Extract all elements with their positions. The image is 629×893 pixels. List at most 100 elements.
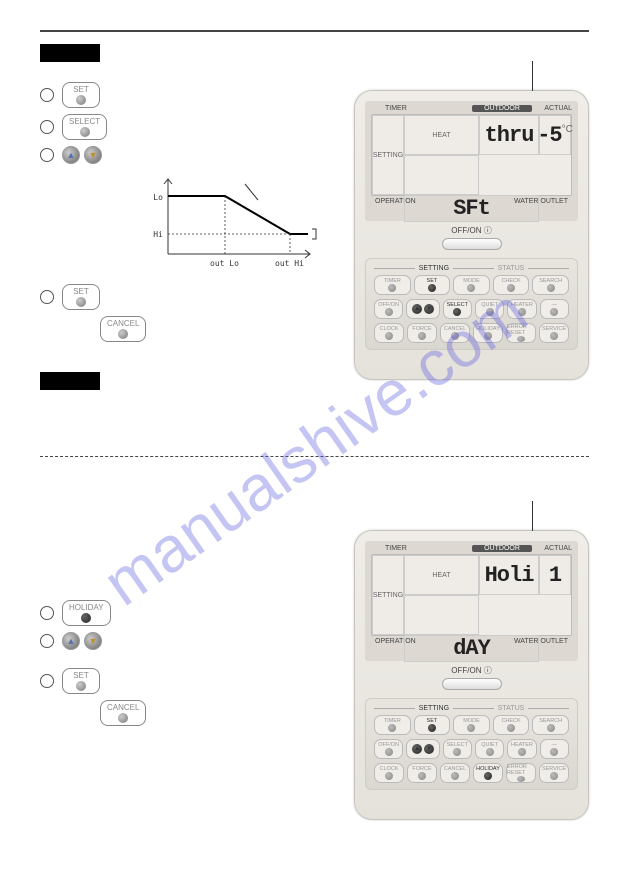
- cancel-button-2[interactable]: CANCEL: [100, 700, 146, 726]
- button-panel: SETTINGSTATUS TIMERSETMODECHECKSEARCHOFF…: [365, 258, 578, 350]
- remote-heater-button[interactable]: HEATER: [507, 739, 536, 759]
- lcd-line1: thru: [479, 115, 539, 155]
- lcd-frame: TIMER OUTDOOR ACTUAL HEAT thru -5°C SETT…: [365, 101, 578, 221]
- remote-service-button[interactable]: SERVICE: [539, 323, 569, 343]
- remote--button[interactable]: —: [540, 299, 569, 319]
- offon-button[interactable]: [442, 678, 502, 690]
- remote-errorreset-button[interactable]: ERROR RESET: [506, 763, 536, 783]
- divider-dashed: [40, 456, 589, 457]
- remote-controller-bottom: TIMER OUTDOOR ACTUAL HEAT Holi 1 SETTING…: [354, 530, 589, 820]
- panel-left-label: SETTING: [415, 705, 453, 712]
- button-dot: [81, 613, 91, 623]
- button-row: TIMERSETMODECHECKSEARCH: [374, 275, 569, 295]
- left-column-1: SET SELECT: [40, 82, 340, 342]
- step-circle: [40, 148, 54, 162]
- remote-search-button[interactable]: SEARCH: [532, 715, 569, 735]
- step-1: SET: [40, 82, 340, 108]
- up-arrow-button[interactable]: [62, 146, 80, 164]
- graph-svg: H2O Lo H2O Hi out Lo out Hi: [150, 174, 320, 274]
- remote-timer-button[interactable]: TIMER: [374, 715, 411, 735]
- set-label: SET: [73, 287, 89, 296]
- lcd-line2: SFt: [404, 195, 539, 222]
- label-timer: TIMER: [385, 545, 472, 552]
- cancel-button[interactable]: CANCEL: [100, 316, 146, 342]
- remote-offon-button[interactable]: OFF/ON: [374, 299, 403, 319]
- button-dot: [118, 329, 128, 339]
- remote-arrow-button[interactable]: ▲▼: [406, 299, 439, 319]
- up-arrow-button[interactable]: [62, 632, 80, 650]
- label-timer: TIMER: [385, 105, 472, 112]
- remote-check-button[interactable]: CHECK: [493, 715, 530, 735]
- button-dot: [76, 681, 86, 691]
- lcd-setting-label: SETTING: [372, 115, 404, 195]
- button-dot: [80, 127, 90, 137]
- step-circle: [40, 674, 54, 688]
- remote-quiet-button[interactable]: QUIET: [475, 299, 504, 319]
- remote-select-button[interactable]: SELECT: [443, 739, 472, 759]
- arrow-pair: [62, 146, 102, 164]
- remote--button[interactable]: —: [540, 739, 569, 759]
- remote-offon-button[interactable]: OFF/ON: [374, 739, 403, 759]
- offon-label: OFF/ON: [451, 666, 481, 675]
- graph-y-hi: H2O Hi: [150, 230, 163, 239]
- set-button-3[interactable]: SET: [62, 668, 100, 694]
- holiday-button[interactable]: HOLIDAY: [62, 600, 111, 626]
- lcd-empty: [404, 155, 479, 195]
- step-circle: [40, 120, 54, 134]
- remote-holiday-button[interactable]: HOLIDAY: [473, 323, 503, 343]
- remote-select-button[interactable]: SELECT: [443, 299, 472, 319]
- set-label: SET: [73, 671, 89, 680]
- step-3: [40, 146, 340, 164]
- down-arrow-button[interactable]: [84, 146, 102, 164]
- top-rule: [40, 30, 589, 32]
- lcd-heat-label: HEAT: [404, 555, 479, 595]
- section-bar-2: [40, 372, 100, 390]
- remote-errorreset-button[interactable]: ERROR RESET: [506, 323, 536, 343]
- select-button[interactable]: SELECT: [62, 114, 107, 140]
- remote-set-button[interactable]: SET: [414, 715, 451, 735]
- remote-force-button[interactable]: FORCE: [407, 323, 437, 343]
- cancel-label: CANCEL: [107, 703, 139, 712]
- remote-holiday-button[interactable]: HOLIDAY: [473, 763, 503, 783]
- graph-y-lo: H2O Lo: [150, 193, 163, 202]
- button-row: TIMERSETMODECHECKSEARCH: [374, 715, 569, 735]
- button-row: OFF/ON▲▼SELECTQUIETHEATER—: [374, 299, 569, 319]
- remote-cancel-button[interactable]: CANCEL: [440, 323, 470, 343]
- step-b1: HOLIDAY: [40, 600, 340, 626]
- button-dot: [118, 713, 128, 723]
- panel-left-label: SETTING: [415, 265, 453, 272]
- cancel-row-1: CANCEL: [100, 316, 340, 342]
- remote-clock-button[interactable]: CLOCK: [374, 323, 404, 343]
- remote-check-button[interactable]: CHECK: [493, 275, 530, 295]
- lcd-outdoor-value: -5°C: [539, 115, 571, 155]
- section-bar-1: [40, 44, 100, 62]
- remote-timer-button[interactable]: TIMER: [374, 275, 411, 295]
- remote-service-button[interactable]: SERVICE: [539, 763, 569, 783]
- step-b2: [40, 632, 340, 650]
- remote-cancel-button[interactable]: CANCEL: [440, 763, 470, 783]
- remote-set-button[interactable]: SET: [414, 275, 451, 295]
- remote-clock-button[interactable]: CLOCK: [374, 763, 404, 783]
- offon-button[interactable]: [442, 238, 502, 250]
- down-arrow-button[interactable]: [84, 632, 102, 650]
- remote-heater-button[interactable]: HEATER: [507, 299, 536, 319]
- remote-force-button[interactable]: FORCE: [407, 763, 437, 783]
- offon-row: OFF/ON ⓘ: [365, 665, 578, 690]
- cancel-label: CANCEL: [107, 319, 139, 328]
- remote-controller-top: TIMER OUTDOOR ACTUAL HEAT thru -5°C SETT…: [354, 90, 589, 380]
- button-panel: SETTINGSTATUS TIMERSETMODECHECKSEARCHOFF…: [365, 698, 578, 790]
- set-button-2[interactable]: SET: [62, 284, 100, 310]
- button-dot: [76, 95, 86, 105]
- lcd-top-labels: TIMER OUTDOOR ACTUAL: [371, 545, 572, 552]
- remote-quiet-button[interactable]: QUIET: [475, 739, 504, 759]
- set-button[interactable]: SET: [62, 82, 100, 108]
- label-actual: ACTUAL: [532, 105, 572, 112]
- remote-mode-button[interactable]: MODE: [453, 715, 490, 735]
- step-b3: SET: [40, 668, 340, 694]
- remote-mode-button[interactable]: MODE: [453, 275, 490, 295]
- step-circle: [40, 290, 54, 304]
- remote-arrow-button[interactable]: ▲▼: [406, 739, 439, 759]
- button-grid-bottom: TIMERSETMODECHECKSEARCH OFF/ON▲▼SELECTQUI…: [374, 715, 569, 783]
- page: SET SELECT: [0, 0, 629, 893]
- remote-search-button[interactable]: SEARCH: [532, 275, 569, 295]
